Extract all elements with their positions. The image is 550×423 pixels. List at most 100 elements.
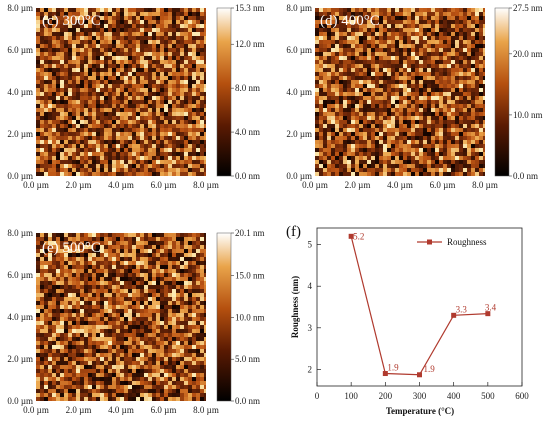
afm-pixel [184, 261, 188, 265]
afm-pixel [395, 148, 399, 152]
afm-pixel [124, 12, 128, 16]
afm-pixel [120, 148, 124, 152]
afm-pixel [443, 104, 447, 108]
afm-pixel [351, 84, 355, 88]
afm-pixel [112, 241, 116, 245]
afm-pixel [443, 112, 447, 116]
afm-pixel [423, 60, 427, 64]
afm-pixel [411, 48, 415, 52]
afm-pixel [403, 108, 407, 112]
afm-pixel [96, 12, 100, 16]
afm-pixel [323, 116, 327, 120]
afm-pixel [72, 156, 76, 160]
afm-pixel [327, 44, 331, 48]
afm-pixel [148, 341, 152, 345]
afm-pixel [108, 92, 112, 96]
afm-pixel [399, 152, 403, 156]
afm-pixel [196, 68, 200, 72]
afm-pixel [128, 120, 132, 124]
afm-pixel [112, 329, 116, 333]
afm-pixel [184, 88, 188, 92]
afm-pixel [319, 120, 323, 124]
afm-pixel [443, 100, 447, 104]
afm-pixel [463, 152, 467, 156]
afm-pixel [88, 317, 92, 321]
colorbar-tick-label: 12.0 nm [235, 39, 265, 49]
afm-pixel [335, 56, 339, 60]
afm-pixel [383, 164, 387, 168]
afm-pixel [128, 249, 132, 253]
afm-pixel [439, 16, 443, 20]
afm-pixel [156, 313, 160, 317]
afm-pixel [435, 64, 439, 68]
afm-pixel [116, 92, 120, 96]
afm-pixel [40, 305, 44, 309]
afm-pixel [156, 88, 160, 92]
afm-pixel [343, 28, 347, 32]
afm-pixel [371, 88, 375, 92]
afm-pixel [88, 257, 92, 261]
afm-pixel [180, 152, 184, 156]
afm-pixel [64, 257, 68, 261]
afm-pixel [60, 261, 64, 265]
afm-pixel [176, 144, 180, 148]
afm-pixel [443, 84, 447, 88]
afm-pixel [427, 168, 431, 172]
afm-pixel [128, 84, 132, 88]
afm-pixel [52, 56, 56, 60]
afm-pixel [96, 317, 100, 321]
afm-pixel [315, 100, 319, 104]
afm-pixel [160, 144, 164, 148]
afm-pixel [152, 345, 156, 349]
afm-pixel [44, 48, 48, 52]
afm-pixel [399, 136, 403, 140]
afm-pixel [44, 333, 48, 337]
afm-pixel [120, 76, 124, 80]
afm-pixel [315, 56, 319, 60]
afm-pixel [60, 309, 64, 313]
afm-pixel [72, 96, 76, 100]
afm-pixel [116, 289, 120, 293]
afm-pixel [80, 56, 84, 60]
afm-pixel [471, 40, 475, 44]
afm-pixel [36, 136, 40, 140]
afm-pixel [391, 64, 395, 68]
afm-pixel [367, 100, 371, 104]
afm-pixel [156, 112, 160, 116]
afm-pixel [367, 24, 371, 28]
afm-pixel [363, 88, 367, 92]
afm-pixel [180, 265, 184, 269]
afm-pixel [160, 253, 164, 257]
afm-pixel [140, 144, 144, 148]
afm-pixel [40, 84, 44, 88]
afm-pixel [44, 257, 48, 261]
afm-pixel [56, 313, 60, 317]
afm-pixel [36, 24, 40, 28]
afm-pixel [56, 333, 60, 337]
afm-pixel [112, 84, 116, 88]
afm-pixel [112, 36, 116, 40]
afm-pixel [128, 72, 132, 76]
afm-pixel [196, 253, 200, 257]
afm-pixel [144, 329, 148, 333]
afm-pixel [160, 36, 164, 40]
afm-pixel [188, 36, 192, 40]
afm-pixel [411, 40, 415, 44]
afm-pixel [120, 112, 124, 116]
afm-pixel [419, 168, 423, 172]
afm-pixel [144, 124, 148, 128]
afm-pixel [351, 8, 355, 12]
afm-pixel [72, 160, 76, 164]
afm-pixel [92, 164, 96, 168]
afm-pixel [459, 20, 463, 24]
afm-pixel [144, 273, 148, 277]
afm-pixel [467, 108, 471, 112]
afm-pixel [36, 92, 40, 96]
afm-pixel [88, 124, 92, 128]
afm-pixel [196, 172, 200, 176]
afm-pixel [120, 92, 124, 96]
afm-pixel [100, 317, 104, 321]
afm-pixel [188, 72, 192, 76]
afm-pixel [68, 12, 72, 16]
afm-pixel [80, 233, 84, 237]
